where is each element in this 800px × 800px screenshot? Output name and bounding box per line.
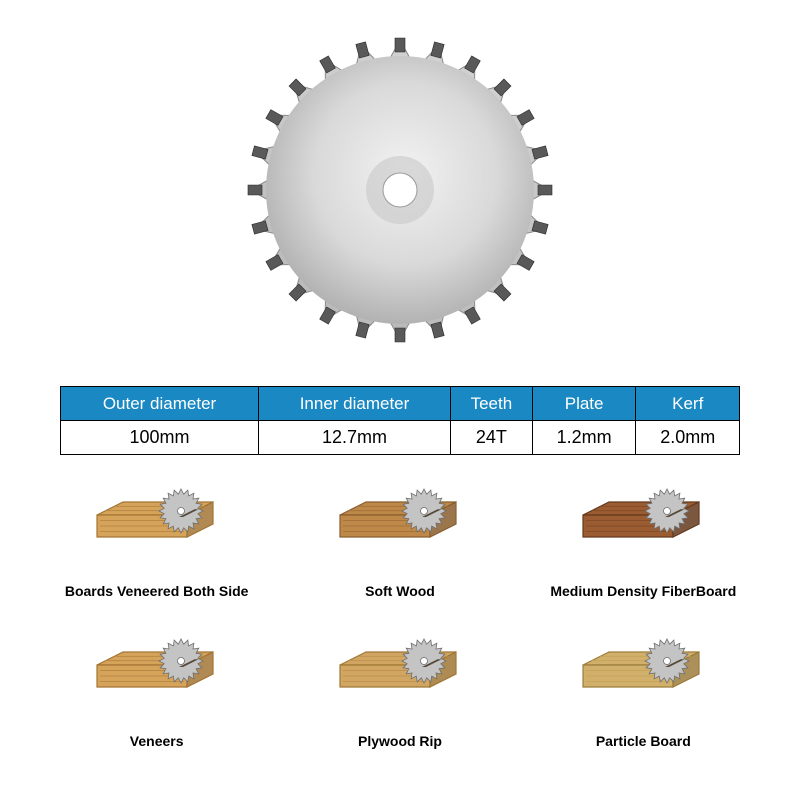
material-label: Medium Density FiberBoard (550, 583, 736, 599)
material-item: Veneers (35, 635, 278, 749)
materials-grid: Boards Veneered Both Side Soft Wood Medium… (35, 485, 765, 749)
material-item: Boards Veneered Both Side (35, 485, 278, 599)
val-plate: 1.2mm (532, 421, 636, 455)
material-illustration (553, 485, 733, 575)
col-kerf: Kerf (636, 387, 740, 421)
material-label: Plywood Rip (358, 733, 442, 749)
col-teeth: Teeth (450, 387, 532, 421)
material-item: Plywood Rip (278, 635, 521, 749)
material-illustration (310, 635, 490, 725)
spec-table: Outer diameter Inner diameter Teeth Plat… (60, 386, 740, 455)
col-outer-diameter: Outer diameter (61, 387, 259, 421)
product-image (0, 0, 800, 380)
material-item: Particle Board (522, 635, 765, 749)
material-label: Boards Veneered Both Side (65, 583, 249, 599)
col-plate: Plate (532, 387, 636, 421)
material-item: Medium Density FiberBoard (522, 485, 765, 599)
material-illustration (553, 635, 733, 725)
val-kerf: 2.0mm (636, 421, 740, 455)
material-illustration (310, 485, 490, 575)
val-teeth: 24T (450, 421, 532, 455)
saw-blade-illustration (240, 30, 560, 350)
material-label: Particle Board (596, 733, 691, 749)
material-illustration (67, 635, 247, 725)
material-label: Soft Wood (365, 583, 435, 599)
material-item: Soft Wood (278, 485, 521, 599)
val-outer-diameter: 100mm (61, 421, 259, 455)
material-label: Veneers (130, 733, 184, 749)
col-inner-diameter: Inner diameter (259, 387, 451, 421)
val-inner-diameter: 12.7mm (259, 421, 451, 455)
material-illustration (67, 485, 247, 575)
